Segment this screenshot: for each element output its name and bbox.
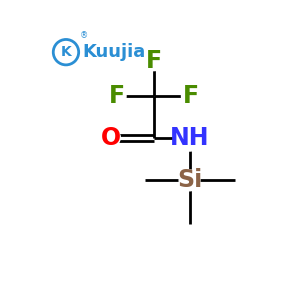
Text: Kuujia: Kuujia [83,43,146,61]
Circle shape [145,52,163,70]
Circle shape [182,87,200,105]
Text: NH: NH [170,126,209,150]
Text: F: F [183,84,199,108]
Text: O: O [101,126,121,150]
Circle shape [179,170,200,191]
Text: F: F [109,84,125,108]
Text: F: F [146,50,162,74]
Circle shape [176,124,203,151]
Text: K: K [61,45,71,59]
Text: Si: Si [177,168,202,192]
Text: ®: ® [80,32,88,40]
Circle shape [102,128,120,147]
Circle shape [108,87,126,105]
